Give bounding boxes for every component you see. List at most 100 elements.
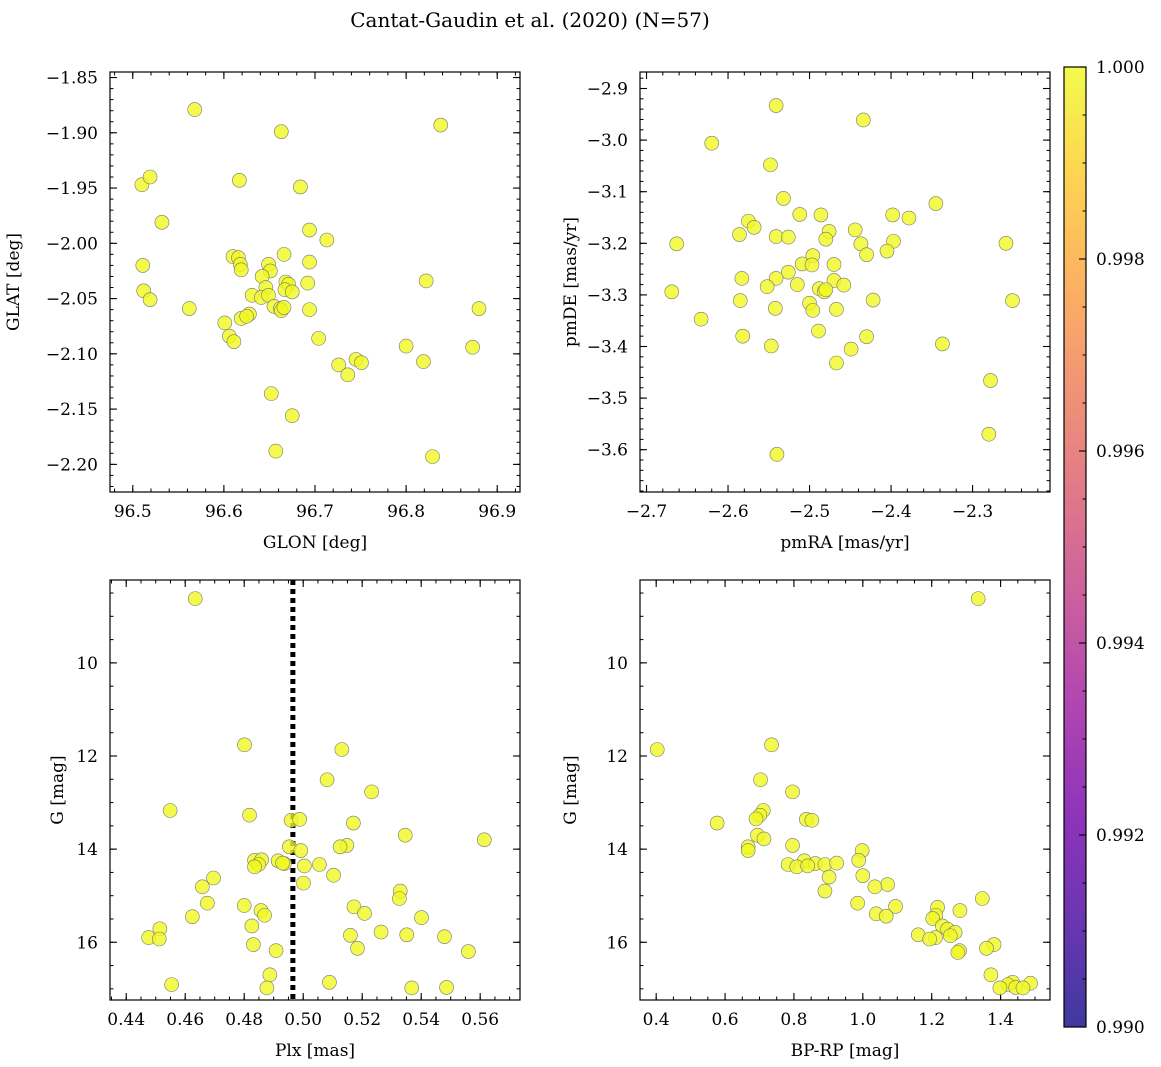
scatter-point — [836, 277, 852, 293]
scatter-point — [302, 222, 317, 238]
scatter-point — [164, 977, 179, 992]
scatter-point — [300, 275, 316, 291]
x-tick-label: 0.8 — [780, 1010, 807, 1030]
x-axis-label: Plx [mas] — [275, 1041, 355, 1061]
scatter-point — [821, 869, 837, 885]
scatter-point — [879, 243, 895, 259]
scatter-point — [664, 284, 680, 300]
scatter-point — [704, 135, 720, 151]
scatter-point — [151, 931, 167, 947]
scatter-point — [885, 207, 900, 223]
y-tick-label: −3.4 — [587, 337, 628, 357]
scatter-point — [332, 839, 348, 855]
scatter-point — [425, 449, 440, 464]
scatter-point — [880, 877, 895, 892]
scatter-point — [829, 855, 844, 871]
y-tick-label: 14 — [76, 840, 98, 860]
x-tick-label: 96.6 — [205, 502, 243, 522]
scatter-point — [268, 443, 284, 459]
colorbar-gradient — [1064, 67, 1086, 1027]
y-tick-label: 16 — [606, 933, 628, 953]
scatter-point — [293, 179, 308, 195]
x-tick-label: 96.5 — [114, 502, 152, 522]
scatter-point — [859, 329, 874, 344]
x-tick-label: 0.52 — [343, 1010, 381, 1030]
scatter-points — [134, 102, 487, 464]
scatter-point — [311, 331, 326, 346]
scatter-point — [792, 207, 808, 222]
scatter-point — [187, 102, 203, 117]
scatter-point — [477, 832, 492, 848]
scatter-point — [764, 737, 779, 753]
scatter-point — [142, 292, 158, 307]
axes-frame — [109, 71, 521, 493]
scatter-point — [928, 196, 944, 211]
scatter-point — [975, 891, 990, 906]
x-tick-label: 0.54 — [402, 1010, 440, 1030]
scatter-point — [162, 803, 178, 818]
scatter-point — [983, 967, 999, 983]
scatter-point — [242, 807, 257, 823]
scatter-point — [785, 784, 800, 800]
y-axis-label: pmDE [mas/yr] — [561, 217, 581, 347]
scatter-point — [709, 815, 725, 831]
scatter-point — [275, 855, 290, 871]
scatter-points — [141, 591, 492, 996]
scatter-point — [302, 254, 317, 270]
axes-frame — [639, 579, 1051, 1001]
colorbar-tick-label: 0.992 — [1096, 826, 1145, 846]
scatter-point — [669, 236, 684, 252]
scatter-point — [354, 355, 369, 370]
scatter-point — [768, 98, 784, 113]
y-tick-label: −3.6 — [587, 441, 628, 461]
colorbar-tick-label: 0.998 — [1096, 250, 1145, 270]
scatter-point — [296, 875, 311, 891]
y-tick-label: −3.3 — [587, 286, 628, 306]
scatter-point — [187, 591, 203, 606]
scatter-point — [392, 891, 407, 906]
y-tick-label: −2.00 — [46, 234, 98, 254]
y-tick-label: −3.1 — [587, 183, 628, 203]
scatter-point — [785, 838, 800, 853]
scatter-point — [935, 336, 950, 352]
scatter-point — [206, 870, 221, 886]
scatter-point — [748, 811, 764, 827]
scatter-point — [768, 301, 783, 316]
scatter-point — [465, 339, 480, 355]
y-tick-label: −3.0 — [587, 131, 628, 151]
scatter-point — [373, 924, 389, 940]
x-tick-label: −2.3 — [952, 502, 993, 522]
y-tick-label: −2.10 — [46, 345, 98, 365]
y-axis-label: G [mag] — [48, 755, 68, 824]
scatter-point — [950, 945, 966, 960]
scatter-point — [981, 426, 997, 442]
y-tick-label: 10 — [606, 654, 628, 674]
axes-frame — [639, 71, 1051, 493]
scatter-point — [233, 262, 249, 278]
panel-p2: 0.44 0.46 0.48 0.50 0.52 0.54 0.56 10 12 14 16 Plx … — [48, 579, 521, 1061]
y-tick-label: −2.20 — [46, 455, 98, 475]
scatter-point — [979, 941, 994, 956]
scatter-point — [247, 859, 262, 875]
scatter-point — [768, 229, 784, 244]
scatter-point — [262, 967, 278, 983]
scatter-point — [859, 247, 874, 262]
scatter-point — [649, 742, 665, 757]
panel-p3: 0.4 0.6 0.8 1.0 1.2 1.4 10 12 14 16 BP-RP [mag] G [… — [561, 579, 1051, 1061]
x-tick-label: −2.6 — [707, 502, 748, 522]
scatter-point — [343, 927, 358, 943]
y-tick-label: 12 — [76, 747, 98, 767]
scatter-point — [217, 315, 233, 331]
scatter-point — [357, 906, 372, 921]
y-axis-label: GLAT [deg] — [4, 233, 24, 331]
scatter-point — [818, 282, 834, 298]
y-tick-label: −3.2 — [587, 234, 628, 254]
scatter-point — [753, 772, 768, 788]
scatter-point — [867, 879, 883, 895]
scatter-point — [769, 447, 785, 462]
scatter-point — [195, 879, 210, 895]
scatter-point — [350, 941, 365, 956]
scatter-point — [334, 742, 350, 757]
scatter-point — [878, 908, 894, 924]
